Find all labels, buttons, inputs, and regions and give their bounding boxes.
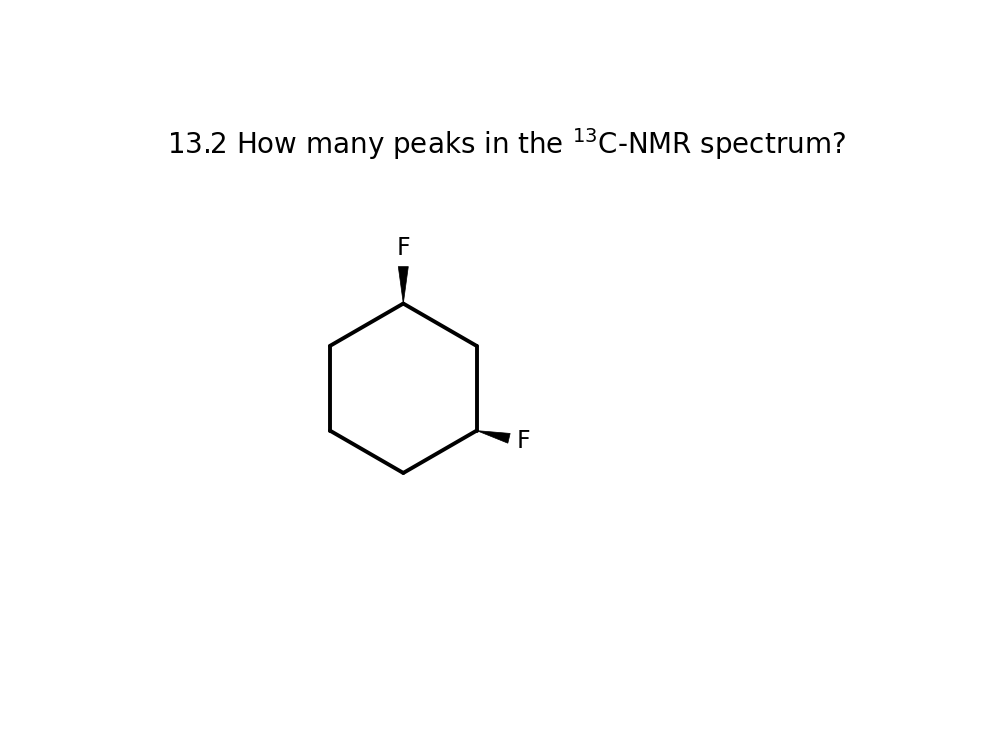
Text: F: F [397,237,410,260]
Text: 13.2 How many peaks in the $^{13}$C-NMR spectrum?: 13.2 How many peaks in the $^{13}$C-NMR … [167,127,847,163]
Polygon shape [399,267,408,303]
Polygon shape [477,430,510,443]
Text: F: F [516,430,530,454]
